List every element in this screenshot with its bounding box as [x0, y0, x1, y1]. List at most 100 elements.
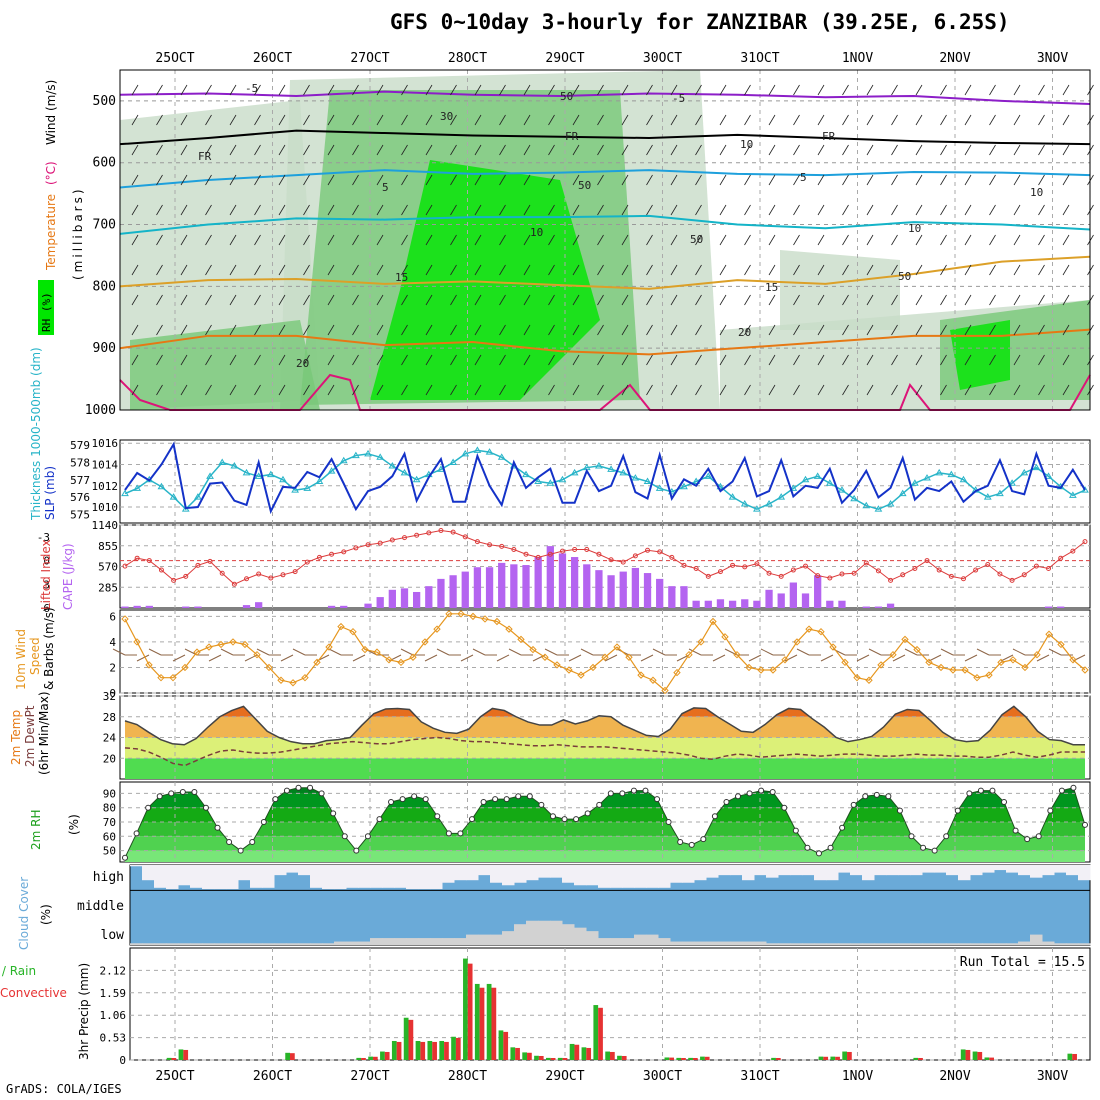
li-point	[207, 558, 213, 564]
temp-tick-label: 24	[103, 732, 117, 745]
wind-barb	[670, 324, 678, 336]
rh-point	[642, 787, 649, 794]
contour-label: FR	[565, 130, 579, 143]
wind-barbs-cross-section	[131, 84, 1094, 396]
cloud-high-gap	[454, 865, 467, 881]
rh-point	[318, 790, 325, 797]
wind-barb	[499, 174, 506, 186]
rh-point	[908, 833, 915, 840]
wind-barb	[156, 264, 163, 276]
wind-barb	[327, 264, 335, 276]
cape-bar	[498, 562, 506, 608]
precip-convective-bar	[479, 987, 485, 1060]
precip-convective-bar	[977, 1051, 983, 1060]
thickness-point	[266, 470, 275, 478]
wind-barb	[817, 354, 825, 366]
wind-barb	[254, 384, 261, 396]
li-point	[438, 528, 444, 534]
thickness-point	[133, 484, 142, 491]
wind-barb	[205, 324, 212, 336]
wind-barb	[156, 114, 163, 126]
li-point	[936, 567, 942, 573]
wind-barb	[303, 174, 310, 186]
cloud-low-gap	[154, 943, 167, 945]
wind-barb	[817, 384, 825, 396]
surface-wind-barb	[496, 654, 510, 662]
precip-total-bar	[913, 1057, 919, 1060]
wind-barb	[842, 354, 849, 366]
cloud-high-gap	[898, 865, 911, 876]
wind-speed-point	[1009, 656, 1017, 664]
precip-convective-bar	[681, 1057, 686, 1060]
wind-barb	[842, 294, 849, 306]
ylabel-millibars: (millibars)	[71, 186, 85, 280]
rh-point	[341, 833, 348, 840]
wind-barb	[376, 324, 384, 336]
cloud-high-gap	[838, 865, 851, 873]
wind-speed-point	[781, 656, 789, 664]
cloud-high-gap	[370, 865, 383, 888]
precip-total-bar	[830, 1056, 836, 1060]
wind-barb	[548, 174, 555, 186]
wind-barb	[327, 354, 335, 366]
wind-speed-point	[541, 653, 549, 661]
wind-barb	[621, 354, 629, 366]
cape-bar	[485, 567, 494, 608]
rh-point	[735, 793, 742, 800]
cape-bar	[862, 606, 870, 608]
precip-convective-bar	[503, 1031, 509, 1060]
wind-barb	[621, 174, 629, 186]
rh-point	[827, 844, 834, 851]
cloud-high-gap	[322, 865, 335, 890]
wind-barb	[278, 324, 286, 336]
contour-label: 15	[395, 271, 408, 284]
wind-barb	[695, 174, 702, 186]
rh-point	[596, 801, 603, 808]
wind-barb	[891, 84, 898, 96]
cloud-high-gap	[442, 865, 455, 883]
wind-speed-point	[997, 658, 1005, 667]
li-point	[997, 571, 1003, 577]
thickness-point	[546, 479, 555, 486]
wind-barb	[940, 234, 947, 246]
cloud-high-gap	[406, 865, 419, 890]
rh-legend-text: RH (%)	[40, 292, 53, 332]
isotherm-line	[119, 169, 1091, 189]
cape-bar	[668, 586, 676, 608]
wind-barb	[450, 384, 457, 396]
wind-speed-point	[325, 643, 333, 651]
cape-bar	[704, 600, 712, 608]
cloud-high-gap	[658, 865, 671, 888]
cloud-high-gap	[982, 865, 995, 873]
contour-label: 10	[530, 226, 543, 239]
cloud-high-gap	[202, 865, 215, 890]
precip-convective-bar	[396, 1041, 402, 1060]
surface-wind-barb	[712, 654, 726, 662]
thickness-tick-label: 578	[70, 456, 90, 469]
surface-wind-barb	[604, 654, 618, 662]
cloud-low-gap	[370, 938, 383, 945]
cloud-low-gap	[718, 941, 731, 945]
wind-barb	[425, 324, 433, 336]
li-point	[523, 551, 529, 557]
wind-speed-point	[913, 645, 921, 654]
cloud-low-gap	[178, 943, 191, 945]
wind-barb	[989, 204, 996, 216]
ylabel-2m-temp: 2m Temp	[9, 710, 23, 765]
cloud-low-gap	[406, 938, 419, 945]
rh-tick-label: 50	[103, 845, 116, 858]
contour-label: 10	[740, 138, 753, 151]
wind-barb	[621, 234, 629, 246]
wind-speed-point	[673, 668, 681, 677]
wind-speed-point	[289, 679, 297, 687]
precip-total-bar	[1067, 1053, 1073, 1060]
cloud-low-gap	[850, 943, 863, 945]
wind-barb	[621, 84, 629, 96]
wind-barb	[401, 114, 408, 126]
wind-barb	[499, 114, 506, 126]
wind-speed-point	[337, 622, 345, 631]
wind-barb	[254, 294, 261, 306]
li-point	[183, 573, 189, 579]
wind-barb	[1062, 84, 1070, 96]
precip-convective-bar	[621, 1055, 627, 1060]
